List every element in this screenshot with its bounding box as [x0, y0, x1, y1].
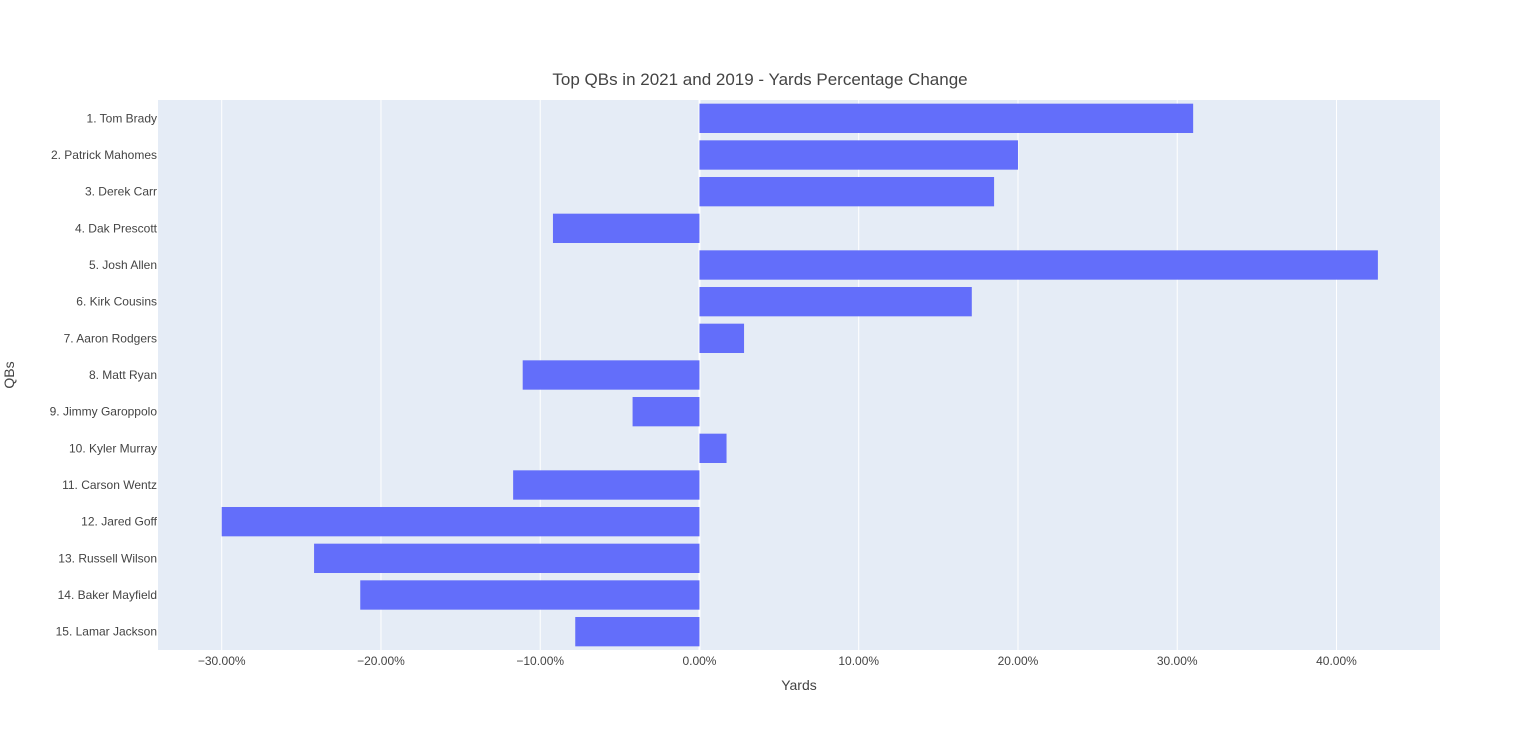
- x-tick-label: 20.00%: [998, 654, 1039, 668]
- bar[interactable]: [632, 397, 700, 427]
- x-tick-label: 0.00%: [682, 654, 716, 668]
- x-tick-label: 10.00%: [838, 654, 879, 668]
- bar[interactable]: [513, 470, 700, 500]
- bar[interactable]: [360, 580, 700, 610]
- bar[interactable]: [699, 287, 972, 317]
- bar[interactable]: [221, 507, 700, 537]
- bar[interactable]: [314, 543, 700, 573]
- y-tick-label: 10. Kyler Murray: [69, 441, 157, 455]
- bar[interactable]: [699, 140, 1018, 170]
- y-tick-label: 2. Patrick Mahomes: [51, 148, 157, 162]
- x-tick-label: −20.00%: [357, 654, 405, 668]
- x-axis-ticks: −30.00% −20.00% −10.00% 0.00% 10.00% 20.00% 30…: [198, 654, 1357, 668]
- y-tick-label: 6. Kirk Cousins: [76, 295, 157, 309]
- y-tick-label: 8. Matt Ryan: [89, 368, 157, 382]
- bar[interactable]: [699, 323, 745, 353]
- chart-title: Top QBs in 2021 and 2019 - Yards Percent…: [552, 70, 967, 89]
- bar[interactable]: [552, 213, 700, 243]
- y-tick-label: 1. Tom Brady: [87, 111, 157, 125]
- y-axis-ticks: 1. Tom Brady 2. Patrick Mahomes 3. Derek C…: [50, 111, 158, 638]
- y-tick-label: 11. Carson Wentz: [62, 478, 157, 492]
- bar[interactable]: [522, 360, 700, 390]
- bar[interactable]: [699, 177, 995, 207]
- bar[interactable]: [699, 433, 727, 463]
- x-tick-label: −30.00%: [198, 654, 246, 668]
- y-tick-label: 13. Russell Wilson: [58, 551, 157, 565]
- bar[interactable]: [699, 103, 1194, 133]
- y-tick-label: 7. Aaron Rodgers: [64, 331, 157, 345]
- y-tick-label: 15. Lamar Jackson: [56, 625, 157, 639]
- x-tick-label: −10.00%: [516, 654, 564, 668]
- bar[interactable]: [699, 250, 1378, 280]
- y-tick-label: 14. Baker Mayfield: [58, 588, 157, 602]
- bars: [221, 103, 1378, 647]
- y-tick-label: 4. Dak Prescott: [75, 221, 158, 235]
- y-tick-label: 12. Jared Goff: [81, 515, 157, 529]
- x-axis-title: Yards: [781, 677, 817, 693]
- bar[interactable]: [575, 617, 700, 647]
- y-tick-label: 3. Derek Carr: [85, 185, 157, 199]
- x-tick-label: 30.00%: [1157, 654, 1198, 668]
- x-tick-label: 40.00%: [1316, 654, 1357, 668]
- y-tick-label: 9. Jimmy Garoppolo: [50, 405, 158, 419]
- y-tick-label: 5. Josh Allen: [89, 258, 157, 272]
- y-axis-title: QBs: [1, 361, 17, 388]
